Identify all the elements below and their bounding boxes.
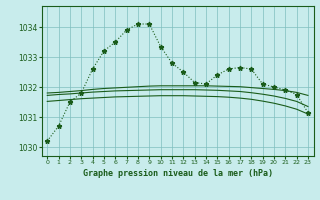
X-axis label: Graphe pression niveau de la mer (hPa): Graphe pression niveau de la mer (hPa) — [83, 169, 273, 178]
